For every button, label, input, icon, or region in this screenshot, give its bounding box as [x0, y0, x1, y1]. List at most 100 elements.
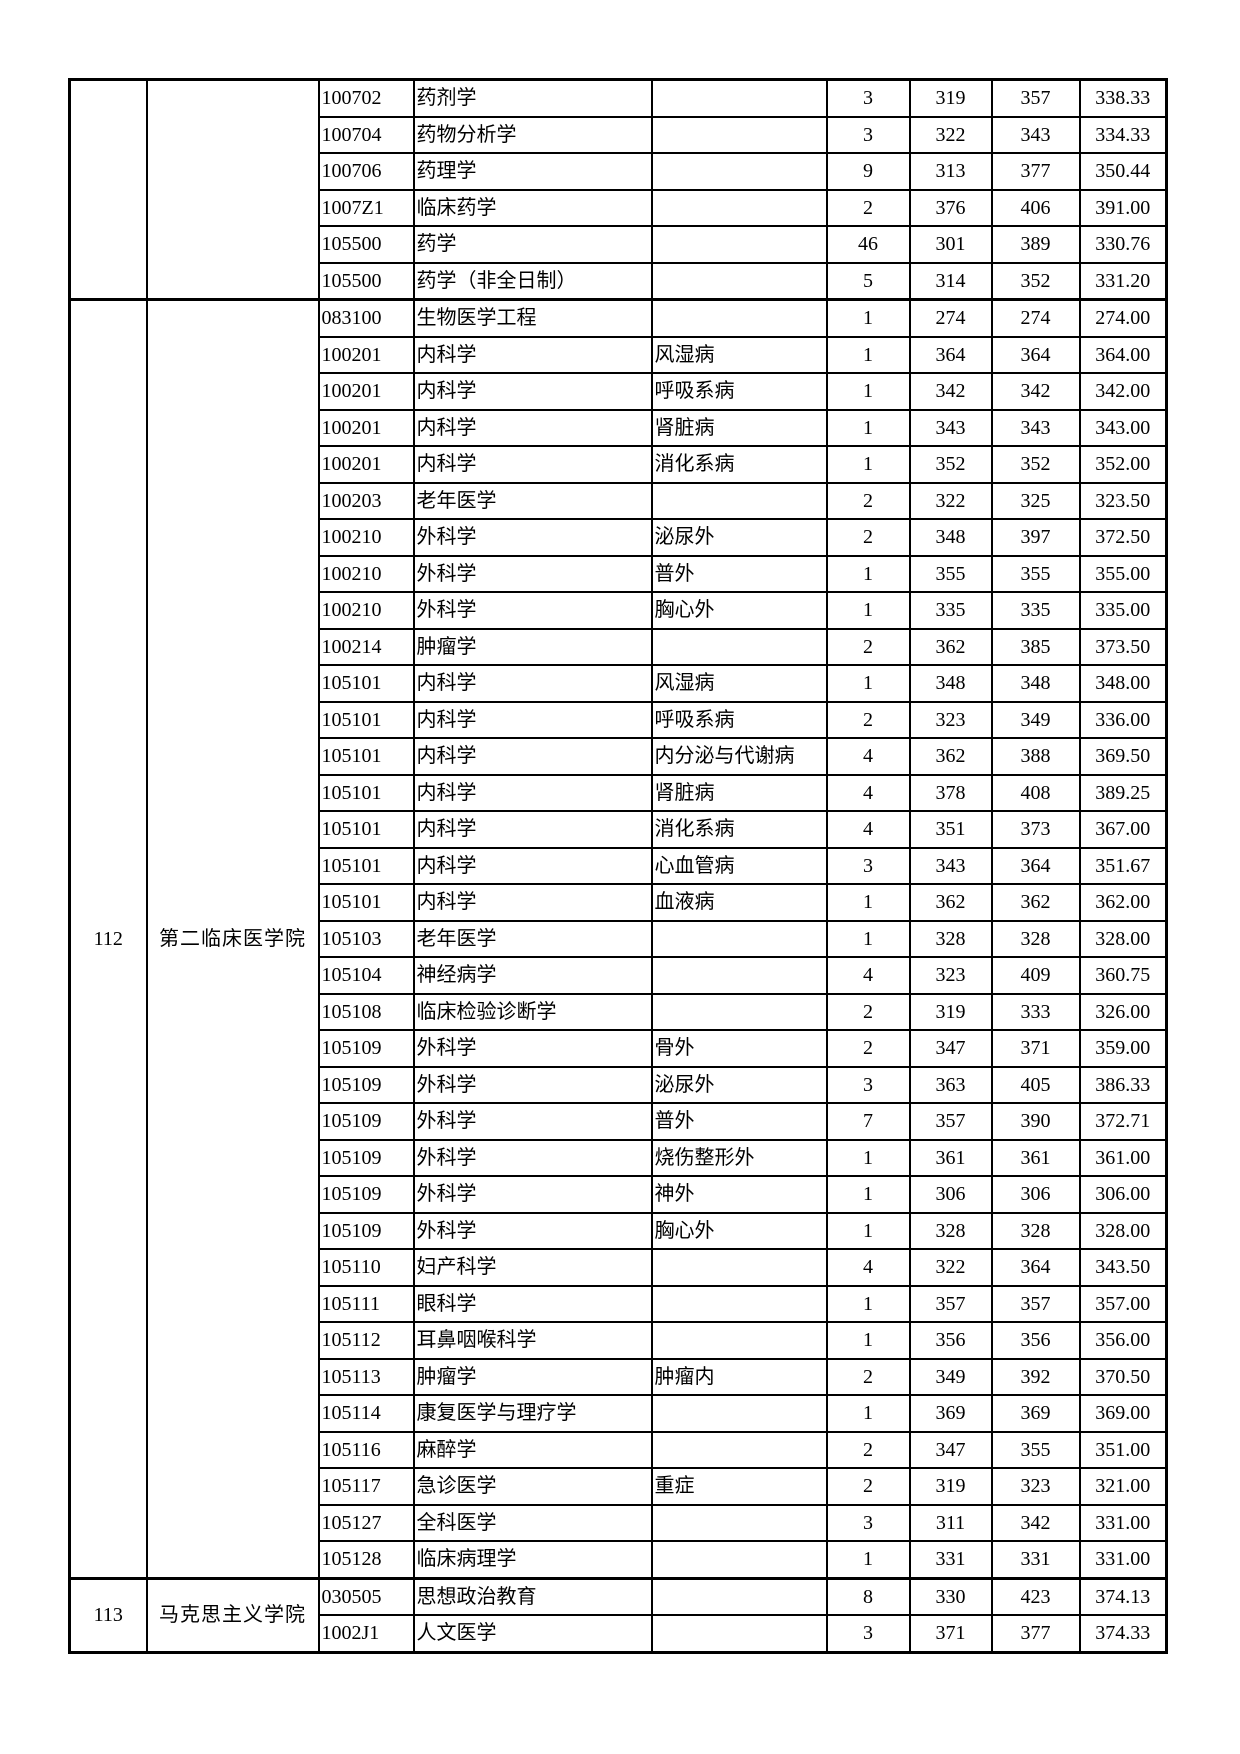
cell-code: 105109: [317, 1175, 415, 1214]
cell-avg: 386.33: [1078, 1065, 1168, 1104]
cell-max: 352: [990, 261, 1081, 301]
cell-min: 319: [908, 78, 993, 118]
cell-min: 363: [908, 1065, 993, 1104]
cell-count: 2: [825, 481, 911, 520]
cell-major: 外科学: [412, 1138, 653, 1177]
cell-direction: [650, 115, 828, 154]
cell-max: 325: [990, 481, 1081, 520]
cell-count: 2: [825, 627, 911, 666]
cell-avg: 370.50: [1078, 1357, 1168, 1396]
cell-major: 肿瘤学: [412, 1357, 653, 1396]
cell-direction: [650, 225, 828, 264]
cell-avg: 348.00: [1078, 664, 1168, 703]
cell-direction: [650, 298, 828, 338]
cell-major: 内科学: [412, 408, 653, 447]
cell-major: 药理学: [412, 152, 653, 191]
cell-direction: [650, 1248, 828, 1287]
cell-max: 357: [990, 1284, 1081, 1323]
cell-count: 1: [825, 1394, 911, 1433]
cell-count: 3: [825, 78, 911, 118]
cell-min: 361: [908, 1138, 993, 1177]
table-row: 113 马克思主义学院 030505 思想政治教育 8 330 423 374.13: [68, 1576, 1168, 1653]
cell-min: 322: [908, 1248, 993, 1287]
cell-code: 100210: [317, 518, 415, 557]
cell-min: 314: [908, 261, 993, 301]
table-row: 105116 麻醉学 2 347 355 351.00: [70, 1430, 1168, 1469]
cell-avg: 374.13: [1078, 1576, 1168, 1616]
cell-min: 331: [908, 1540, 993, 1579]
cell-code: 100201: [317, 335, 415, 374]
cell-max: 357: [990, 78, 1081, 118]
cell-count: 1: [825, 445, 911, 484]
cell-direction: [650, 1503, 828, 1542]
table-row: 100210 外科学 泌尿外 2 348 397 372.50: [70, 518, 1168, 557]
cell-count: 8: [825, 1576, 911, 1616]
cell-code: 105101: [317, 773, 415, 812]
cell-count: 1: [825, 1211, 911, 1250]
section-college: 马克思主义学院: [145, 1576, 320, 1653]
cell-max: 356: [990, 1321, 1081, 1360]
table-row: 105109 外科学 神外 1 306 306 306.00: [70, 1175, 1168, 1214]
cell-avg: 326.00: [1078, 992, 1168, 1031]
cell-direction: [650, 1321, 828, 1360]
cell-avg: 369.00: [1078, 1394, 1168, 1433]
cell-major: 内科学: [412, 445, 653, 484]
cell-max: 355: [990, 1430, 1081, 1469]
cell-direction: 血液病: [650, 883, 828, 922]
cell-code: 100201: [317, 372, 415, 411]
cell-count: 46: [825, 225, 911, 264]
cell-direction: [650, 78, 828, 118]
cell-major: 妇产科学: [412, 1248, 653, 1287]
cell-avg: 351.67: [1078, 846, 1168, 885]
cell-max: 343: [990, 115, 1081, 154]
cell-avg: 362.00: [1078, 883, 1168, 922]
cell-code: 100201: [317, 408, 415, 447]
cell-avg: 342.00: [1078, 372, 1168, 411]
cell-direction: 消化系病: [650, 810, 828, 849]
cell-max: 331: [990, 1540, 1081, 1579]
cell-major: 耳鼻咽喉科学: [412, 1321, 653, 1360]
cell-major: 药学: [412, 225, 653, 264]
cell-major: 内科学: [412, 664, 653, 703]
cell-avg: 321.00: [1078, 1467, 1168, 1506]
cell-direction: [650, 1540, 828, 1579]
cell-direction: 内分泌与代谢病: [650, 737, 828, 776]
cell-count: 4: [825, 810, 911, 849]
table-body: 100702 药剂学 3 319 357 338.33 100704 药物分析学 3 322 343…: [68, 78, 1168, 1653]
cell-count: 1: [825, 298, 911, 338]
cell-count: 2: [825, 188, 911, 227]
cell-count: 1: [825, 919, 911, 958]
table-row: 105101 内科学 心血管病 3 343 364 351.67: [70, 846, 1168, 885]
table-row: 105110 妇产科学 4 322 364 343.50: [70, 1248, 1168, 1287]
cell-major: 外科学: [412, 518, 653, 557]
cell-max: 364: [990, 1248, 1081, 1287]
table-row: 100203 老年医学 2 322 325 323.50: [70, 481, 1168, 520]
cell-count: 2: [825, 1357, 911, 1396]
cell-max: 371: [990, 1029, 1081, 1068]
cell-direction: 消化系病: [650, 445, 828, 484]
cell-direction: [650, 1614, 828, 1653]
cell-min: 342: [908, 372, 993, 411]
cell-direction: 胸心外: [650, 591, 828, 630]
cell-major: 急诊医学: [412, 1467, 653, 1506]
cell-major: 内科学: [412, 883, 653, 922]
table-row: 105109 外科学 泌尿外 3 363 405 386.33: [70, 1065, 1168, 1104]
cell-direction: 呼吸系病: [650, 372, 828, 411]
cell-count: 1: [825, 883, 911, 922]
cell-min: 322: [908, 115, 993, 154]
section-seq: 113: [68, 1576, 148, 1653]
cell-major: 内科学: [412, 737, 653, 776]
cell-count: 4: [825, 956, 911, 995]
table-row: 105112 耳鼻咽喉科学 1 356 356 356.00: [70, 1321, 1168, 1360]
cell-count: 2: [825, 1467, 911, 1506]
cell-count: 5: [825, 261, 911, 301]
cell-avg: 351.00: [1078, 1430, 1168, 1469]
cell-direction: 神外: [650, 1175, 828, 1214]
cell-direction: [650, 1284, 828, 1323]
cell-avg: 389.25: [1078, 773, 1168, 812]
cell-max: 423: [990, 1576, 1081, 1616]
cell-max: 390: [990, 1102, 1081, 1141]
cell-avg: 328.00: [1078, 1211, 1168, 1250]
cell-count: 1: [825, 1321, 911, 1360]
cell-min: 301: [908, 225, 993, 264]
